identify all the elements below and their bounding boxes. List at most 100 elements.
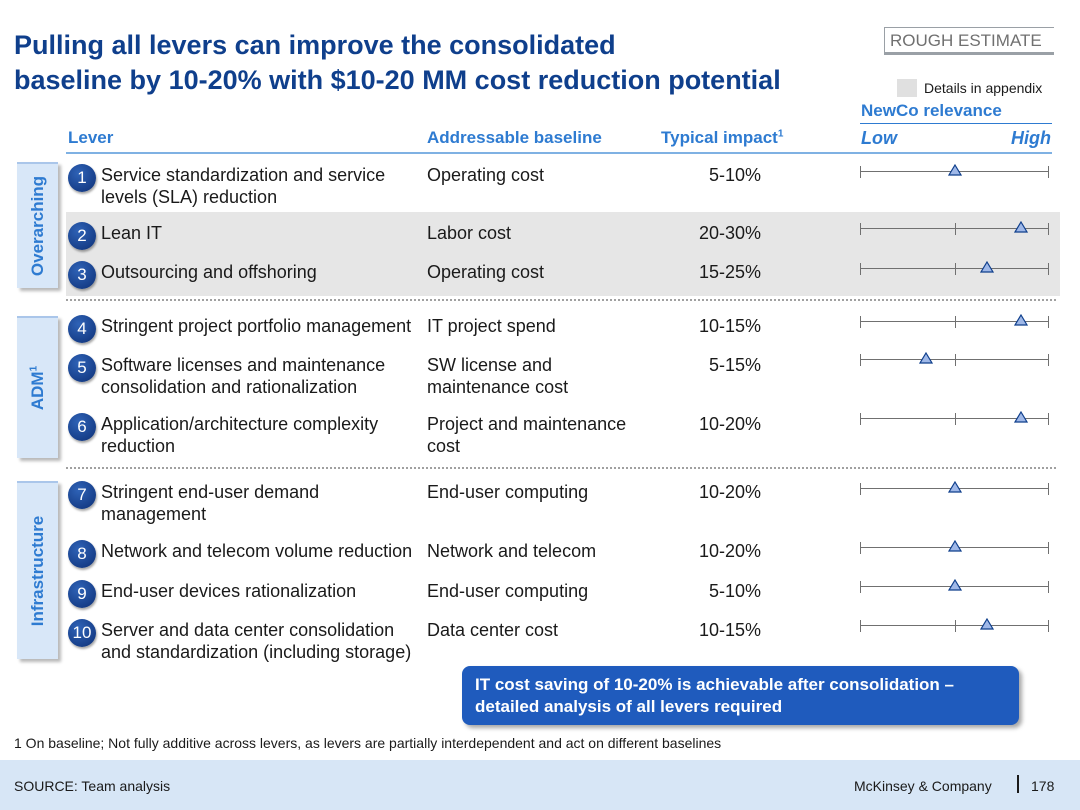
relevance-scale	[860, 481, 1049, 495]
lever-number-badge: 2	[68, 222, 96, 250]
column-header-impact: Typical impact1	[661, 128, 783, 148]
lever-number-badge: 10	[68, 619, 96, 647]
relevance-marker-icon	[1014, 314, 1028, 326]
appendix-legend-label: Details in appendix	[924, 80, 1043, 96]
lever-name: Lean IT	[101, 223, 163, 243]
relevance-tick	[860, 413, 861, 425]
impact-header-text: Typical impact	[661, 128, 778, 147]
relevance-tick	[955, 316, 956, 328]
lever-baseline: Operating cost	[427, 262, 545, 282]
relevance-axis-line	[860, 359, 1049, 360]
callout-line-2: detailed analysis of all levers required	[475, 697, 783, 716]
lever-name: Software licenses and maintenance consol…	[101, 355, 386, 397]
impact-footnote-marker: 1	[777, 128, 784, 140]
lever-number-badge: 5	[68, 354, 96, 382]
group-label-adm-text: ADM	[27, 371, 47, 411]
relevance-tick	[955, 223, 956, 235]
relevance-tick	[1048, 316, 1049, 328]
relevance-title: NewCo relevance	[861, 101, 1002, 120]
relevance-axis-line	[860, 418, 1049, 419]
footer-bar	[0, 760, 1080, 810]
relevance-axis-line	[860, 625, 1049, 626]
relevance-tick	[955, 620, 956, 632]
relevance-marker-icon	[980, 618, 994, 630]
lever-baseline: SW license and maintenance cost	[427, 355, 569, 397]
group-divider	[66, 299, 1056, 301]
relevance-marker-icon	[948, 540, 962, 552]
lever-impact: 20-30%	[698, 223, 761, 243]
lever-number-badge: 1	[68, 164, 96, 192]
relevance-scale	[860, 352, 1049, 366]
lever-name: Service standardization and service leve…	[101, 165, 386, 207]
relevance-tick	[1048, 542, 1049, 554]
lever-impact: 5-10%	[708, 165, 761, 185]
group-tab-infrastructure: Infrastructure	[17, 481, 58, 659]
company-name: McKinsey & Company	[854, 778, 992, 794]
lever-baseline: End-user computing	[427, 581, 589, 601]
lever-baseline: Network and telecom	[427, 541, 597, 561]
relevance-marker-icon	[1014, 221, 1028, 233]
relevance-high-label: High	[1011, 128, 1051, 148]
lever-impact: 10-15%	[698, 620, 761, 640]
lever-name: Stringent end-user demand management	[101, 482, 320, 524]
relevance-axis-line	[860, 268, 1049, 269]
relevance-tick	[1048, 581, 1049, 593]
lever-impact: 10-15%	[698, 316, 761, 336]
title-line-1: Pulling all levers can improve the conso…	[14, 30, 616, 60]
footnote: 1 On baseline; Not fully additive across…	[14, 735, 722, 751]
relevance-tick	[860, 263, 861, 275]
relevance-scale	[860, 221, 1049, 235]
lever-name: Application/architecture complexity redu…	[101, 414, 379, 456]
lever-impact: 10-20%	[698, 482, 761, 502]
lever-impact: 15-25%	[698, 262, 761, 282]
column-header-lever: Lever	[68, 128, 114, 147]
relevance-tick	[860, 223, 861, 235]
relevance-rule	[860, 123, 1052, 124]
lever-impact: 10-20%	[698, 541, 761, 561]
relevance-tick	[860, 542, 861, 554]
title-line-2: baseline by 10-20% with $10-20 MM cost r…	[14, 65, 781, 95]
relevance-scale	[860, 618, 1049, 632]
group-tab-adm: ADM1	[17, 316, 58, 458]
lever-number-badge: 6	[68, 413, 96, 441]
relevance-scale	[860, 164, 1049, 178]
relevance-tick	[860, 483, 861, 495]
lever-baseline: End-user computing	[427, 482, 589, 502]
lever-name: Outsourcing and offshoring	[101, 262, 317, 282]
rough-estimate-badge: ROUGH ESTIMATE	[884, 27, 1054, 55]
relevance-tick	[860, 354, 861, 366]
page-number: 178	[1031, 778, 1055, 794]
relevance-marker-icon	[948, 481, 962, 493]
relevance-scale	[860, 261, 1049, 275]
lever-baseline: Labor cost	[427, 223, 512, 243]
lever-number-badge: 8	[68, 540, 96, 568]
appendix-legend-swatch	[897, 79, 917, 97]
page-title: Pulling all levers can improve the conso…	[14, 28, 874, 98]
relevance-marker-icon	[1014, 411, 1028, 423]
lever-baseline: Data center cost	[427, 620, 559, 640]
header-rule	[66, 152, 1052, 154]
relevance-marker-icon	[948, 164, 962, 176]
lever-name: Server and data center consolidation and…	[101, 620, 412, 662]
relevance-marker-icon	[980, 261, 994, 273]
group-label-overarching: Overarching	[27, 175, 47, 277]
relevance-tick	[1048, 263, 1049, 275]
lever-number-badge: 7	[68, 481, 96, 509]
lever-name: Stringent project portfolio management	[101, 316, 412, 336]
group-label-infrastructure: Infrastructure	[27, 515, 47, 627]
relevance-tick	[955, 354, 956, 366]
group-tab-overarching: Overarching	[17, 162, 58, 288]
relevance-low-label: Low	[861, 128, 897, 148]
lever-impact: 5-15%	[708, 355, 761, 375]
footer-separator	[1017, 775, 1019, 793]
relevance-axis-line	[860, 321, 1049, 322]
relevance-scale	[860, 411, 1049, 425]
appendix-shaded-band	[66, 212, 1060, 296]
source-note: SOURCE: Team analysis	[14, 778, 171, 794]
relevance-marker-icon	[948, 579, 962, 591]
relevance-tick	[860, 316, 861, 328]
lever-baseline: IT project spend	[427, 316, 556, 336]
relevance-tick	[1048, 166, 1049, 178]
lever-number-badge: 4	[68, 315, 96, 343]
relevance-marker-icon	[919, 352, 933, 364]
